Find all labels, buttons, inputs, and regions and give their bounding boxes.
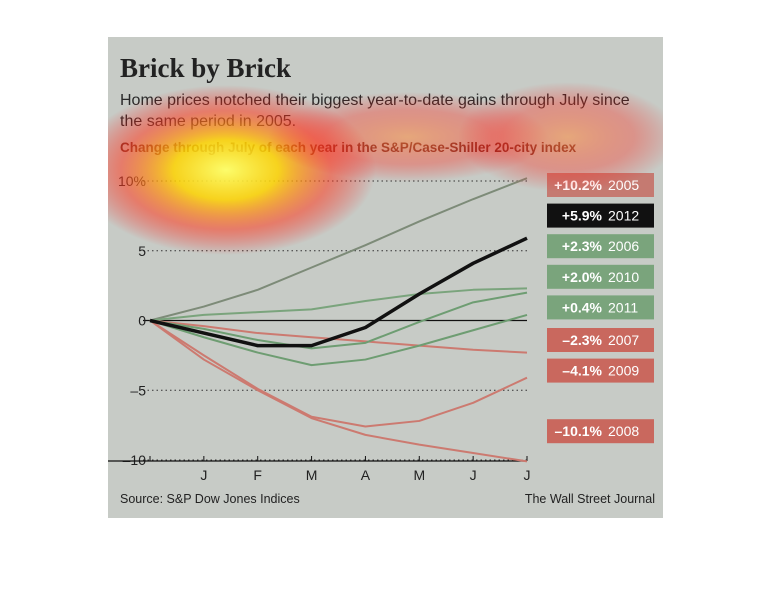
y-tick-label: 0 [138,313,146,329]
publisher-credit: The Wall Street Journal [524,492,655,506]
series-line-2006 [149,287,528,322]
x-tick-label: M [413,467,425,483]
chart-title: Brick by Brick [120,53,292,83]
series-year-label: 2009 [608,363,639,379]
series-change-label: +2.0% [562,269,603,285]
y-tick-label: 5 [138,243,146,259]
series-label-box-2011 [547,295,654,320]
series-label-box-2009 [547,358,654,383]
series-line-2012 [149,236,528,348]
series-label-box-2007 [547,328,654,352]
series-line-2007 [149,319,528,354]
series-line-2005 [149,177,528,322]
x-tick-label: J [470,467,477,483]
x-tick-label: F [253,467,262,483]
y-tick-label: –5 [130,382,146,398]
series-line-2010 [149,291,528,350]
source-note: Source: S&P Dow Jones Indices [120,492,300,506]
y-tick-label: –10 [123,452,147,468]
series-change-label: –2.3% [562,332,602,348]
series-change-label: –4.1% [562,363,602,379]
series-year-label: 2007 [608,332,639,348]
series-line-2009 [149,319,528,428]
y-tick-label: 10% [118,173,146,189]
series-line-2008 [149,319,528,463]
chart-card: Brick by Brick Home prices notched their… [108,37,663,518]
series-line-2011 [149,313,528,367]
x-tick-label: J [524,467,531,483]
series-change-label: +10.2% [554,177,602,193]
series-year-label: 2012 [608,208,639,224]
series-change-label: –10.1% [555,423,603,439]
series-label-box-2010 [547,264,654,289]
series-label-box-2012 [547,203,654,228]
series-year-label: 2010 [608,269,639,285]
series-year-label: 2011 [608,299,638,315]
x-tick-label: J [200,467,207,483]
series-year-label: 2005 [608,177,639,193]
series-change-label: +2.3% [562,238,603,254]
series-label-box-2008 [547,419,654,444]
series-year-label: 2006 [608,238,639,254]
x-tick-label: A [361,467,371,483]
line-chart: 10% 5 0 –5 –10 J F M A M J J +10.2% 2005 +5.9% 2012 +2.3… [108,173,654,483]
series-year-label: 2008 [608,423,639,439]
series-change-label: +5.9% [562,208,603,224]
x-tick-label: M [306,467,318,483]
series-change-label: +0.4% [562,299,603,315]
series-label-box-2006 [547,234,654,259]
